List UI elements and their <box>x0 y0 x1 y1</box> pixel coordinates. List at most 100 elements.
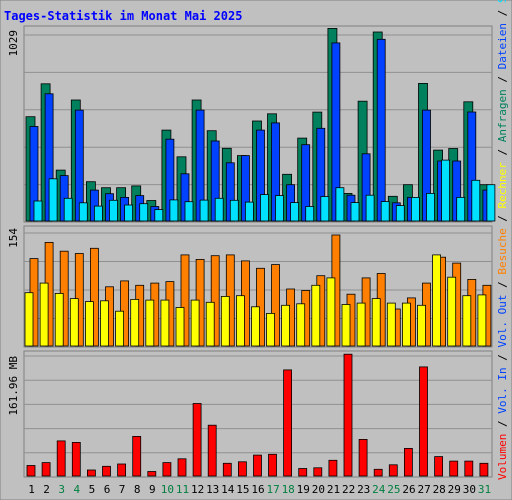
middle-bar-rechner <box>175 307 185 347</box>
bottom-bar-volumen <box>419 366 428 477</box>
bottom-bar-volumen <box>298 468 308 477</box>
middle-bar-rechner <box>432 254 442 347</box>
top-bar-seiten <box>395 205 405 222</box>
middle-bar-rechner <box>220 295 230 347</box>
top-bar-seiten <box>229 199 239 222</box>
bottom-bar-volumen <box>283 369 293 477</box>
right-legend-separator: / <box>496 348 509 368</box>
top-bar-seiten <box>290 202 300 222</box>
middle-bar-rechner <box>24 292 34 347</box>
x-tick-label: 7 <box>119 483 126 496</box>
middle-bar-besuche <box>210 255 220 347</box>
bottom-bar-volumen <box>162 462 172 477</box>
x-tick-label: 26 <box>402 483 415 496</box>
top-bar-seiten <box>214 197 224 222</box>
middle-bar-rechner <box>386 302 396 347</box>
middle-bar-rechner <box>266 312 275 347</box>
x-tick-label: 3 <box>58 483 65 496</box>
x-tick-label: 4 <box>73 483 80 496</box>
middle-bar-rechner <box>69 298 79 347</box>
top-bar-seiten <box>426 192 435 222</box>
middle-bar-besuche <box>180 254 190 347</box>
middle-bar-besuche <box>271 264 280 347</box>
right-legend-separator: / <box>496 142 509 162</box>
middle-bar-rechner <box>115 310 124 347</box>
bottom-bar-volumen <box>132 435 142 477</box>
bottom-bar-volumen <box>41 462 51 477</box>
top-bar-seiten <box>380 201 390 222</box>
bottom-bar-volumen <box>358 438 368 477</box>
x-tick-label: 20 <box>312 483 325 496</box>
right-side-legend: Volumen / Vol. In / Vol. Out / Besuche /… <box>496 0 509 480</box>
bottom-bar-volumen <box>373 468 383 477</box>
bottom-bar-volumen <box>71 441 81 477</box>
right-legend-text: Volumen / Vol. In / Vol. Out / Besuche /… <box>496 0 509 480</box>
x-tick-label: 29 <box>448 483 461 496</box>
x-tick-label: 10 <box>161 483 174 496</box>
middle-bar-rechner <box>145 299 155 347</box>
middle-bar-rechner <box>311 284 321 347</box>
bottom-bar-volumen <box>313 467 323 477</box>
middle-bar-rechner <box>54 292 64 347</box>
middle-bar-rechner <box>401 302 411 347</box>
top-bar-seiten <box>260 194 269 222</box>
x-tick-label: 12 <box>191 483 204 496</box>
bottom-bar-volumen <box>87 469 96 477</box>
top-bar-dateien <box>376 38 386 222</box>
x-tick-label: 30 <box>463 483 476 496</box>
x-tick-label: 5 <box>89 483 96 496</box>
x-tick-label: 27 <box>417 483 430 496</box>
top-bar-seiten <box>199 199 209 222</box>
top-bar-seiten <box>184 201 194 222</box>
bottom-bar-volumen <box>192 403 202 477</box>
middle-bar-rechner <box>251 306 260 347</box>
right-legend-label: Besuche <box>496 228 509 274</box>
bottom-bar-volumen <box>222 462 232 477</box>
x-tick-label: 28 <box>433 483 446 496</box>
middle-bar-rechner <box>371 298 381 347</box>
x-axis-labels: 1 2 3 4 5 6 7 8 9 10 11 12 13 14 15 16 17 18 19 20 21 22 23 24 2… <box>28 483 491 496</box>
top-bar-seiten <box>275 195 284 222</box>
middle-bar-rechner <box>160 299 170 347</box>
middle-bar-rechner <box>281 304 291 347</box>
chart-title: Tages-Statistik im Monat Mai 2025 <box>4 9 242 23</box>
bottom-bar-volumen <box>147 471 157 477</box>
bottom-bar-volumen <box>56 440 66 477</box>
bottom-bar-volumen <box>479 462 489 477</box>
middle-bar-rechner <box>39 282 49 347</box>
middle-bar-rechner <box>477 294 487 347</box>
x-tick-label: 16 <box>251 483 264 496</box>
bottom-bar-volumen <box>343 353 353 477</box>
bottom-bar-volumen <box>434 456 444 477</box>
top-bar-seiten <box>365 194 375 222</box>
top-bar-seiten <box>139 203 149 222</box>
top-bar-seiten <box>78 202 88 222</box>
top-bar-seiten <box>335 187 345 222</box>
x-tick-label: 22 <box>342 483 355 496</box>
middle-bar-rechner <box>205 301 215 347</box>
x-tick-label: 1 <box>28 483 35 496</box>
x-tick-label: 19 <box>297 483 310 496</box>
right-legend-label: Vol. In <box>496 367 509 413</box>
top-bar-seiten <box>305 206 315 222</box>
middle-bar-rechner <box>130 298 140 347</box>
right-legend-label: Vol. Out <box>496 295 509 348</box>
bottom-bar-volumen <box>102 465 111 477</box>
right-legend-label: Anfragen <box>496 89 509 142</box>
x-tick-label: 13 <box>206 483 219 496</box>
x-tick-label: 9 <box>149 483 156 496</box>
top-bar-seiten <box>244 201 254 222</box>
top-bar-seiten <box>94 205 103 222</box>
middle-bar-rechner <box>447 276 457 347</box>
right-legend-label: Seiten <box>496 0 509 3</box>
bottom-panel <box>23 350 493 478</box>
right-legend-separator: / <box>496 414 509 434</box>
x-tick-label: 11 <box>176 483 189 496</box>
bottom-bar-volumen <box>117 463 126 477</box>
x-tick-label: 8 <box>134 483 141 496</box>
bottom-bar-volumen <box>237 461 247 477</box>
x-tick-label: 23 <box>357 483 370 496</box>
bottom-bar-volumen <box>207 424 217 477</box>
bottom-bar-volumen <box>268 453 277 477</box>
